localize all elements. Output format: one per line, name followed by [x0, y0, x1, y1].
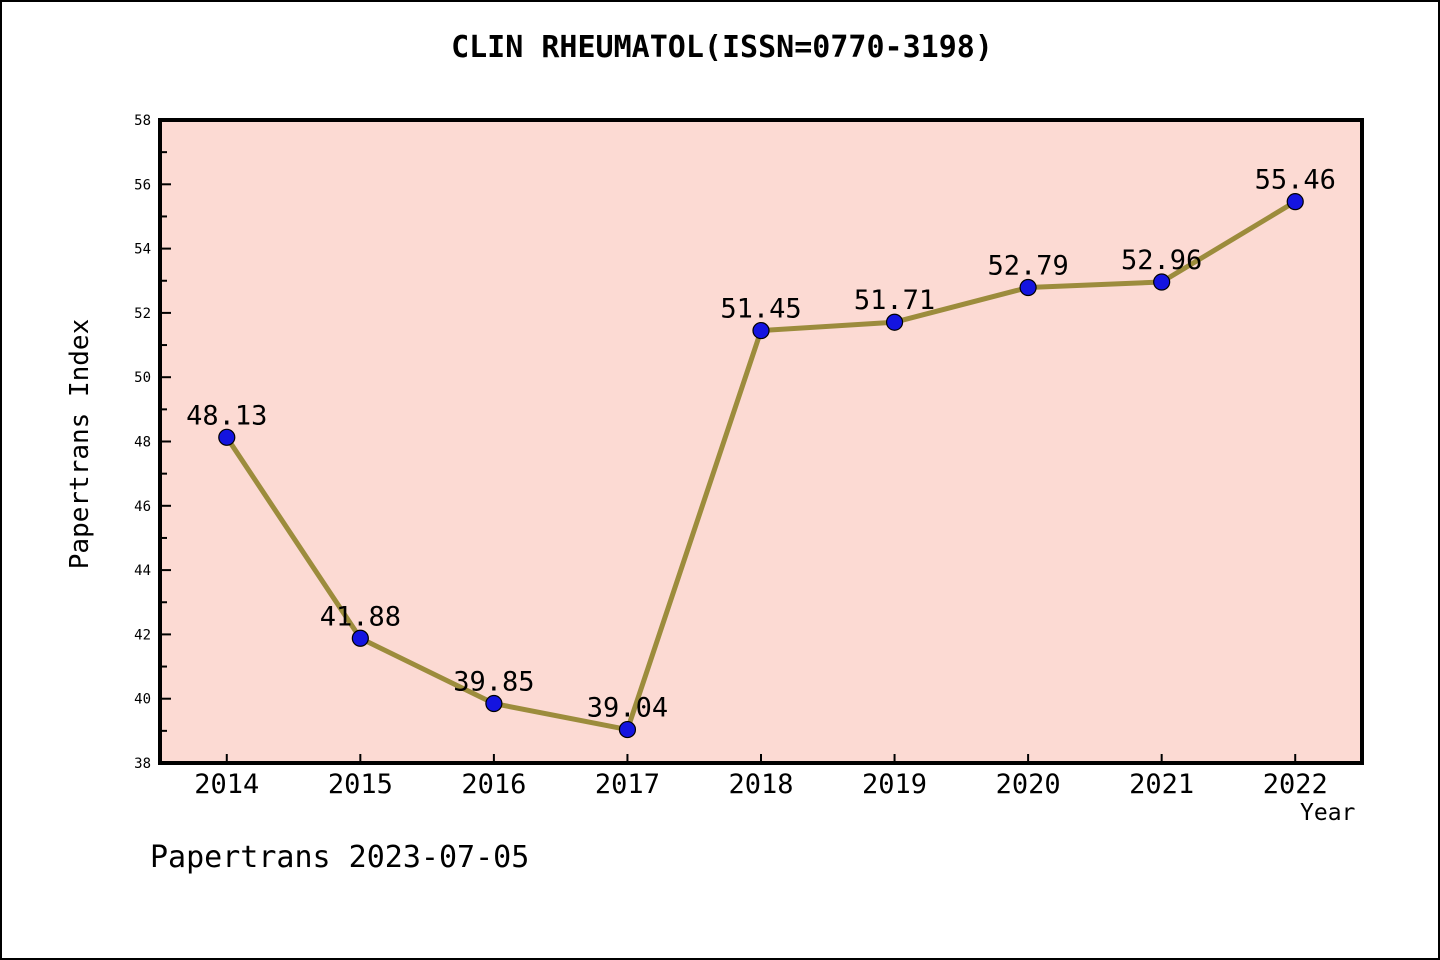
data-point-marker — [752, 321, 770, 340]
x-axis-label: Year — [1300, 800, 1356, 826]
x-tick-label: 2017 — [595, 769, 660, 800]
axes-frame — [158, 118, 1364, 765]
data-point-marker — [1286, 193, 1304, 211]
data-point-marker — [485, 694, 503, 713]
y-tick-label: 58 — [134, 113, 151, 129]
y-tick-label: 38 — [134, 756, 151, 772]
data-point-label: 39.04 — [587, 693, 668, 724]
data-point-marker — [351, 629, 369, 647]
data-point-marker — [218, 428, 236, 446]
data-point-marker — [885, 313, 904, 331]
x-tick-label: 2015 — [328, 769, 393, 800]
plot-background — [160, 120, 1362, 763]
x-tick-label: 2016 — [461, 769, 526, 800]
y-tick-label: 50 — [134, 370, 151, 386]
x-tick-label: 2021 — [1129, 769, 1194, 800]
data-point-label: 55.46 — [1255, 165, 1336, 196]
x-tick-label: 2022 — [1263, 769, 1328, 800]
data-point-label: 52.79 — [987, 251, 1068, 282]
data-point-label: 41.88 — [320, 601, 401, 632]
data-point-label: 39.85 — [453, 667, 534, 698]
watermark-text: Papertrans 2023-07-05 — [150, 840, 530, 875]
data-point-marker — [1019, 278, 1037, 297]
data-point-marker — [1153, 273, 1171, 291]
data-point-label: 52.96 — [1121, 245, 1202, 276]
y-tick-label: 56 — [134, 177, 151, 193]
x-tick-label: 2014 — [194, 769, 259, 800]
x-tick-label: 2019 — [862, 769, 927, 800]
data-point-label: 48.13 — [186, 400, 267, 431]
x-tick-label: 2020 — [996, 769, 1061, 800]
y-tick-label: 44 — [134, 563, 151, 579]
y-tick-label: 46 — [134, 499, 151, 515]
y-tick-label: 42 — [134, 627, 151, 643]
data-point-label: 51.71 — [854, 285, 935, 316]
data-point-label: 51.45 — [720, 294, 801, 325]
chart-title: CLIN RHEUMATOL(ISSN=0770-3198) — [451, 30, 993, 65]
data-point-marker — [618, 720, 637, 739]
y-tick-label: 48 — [134, 435, 151, 451]
y-tick-label: 54 — [134, 242, 151, 258]
y-tick-label: 52 — [134, 306, 151, 322]
x-tick-label: 2018 — [728, 769, 793, 800]
y-tick-label: 40 — [134, 692, 151, 708]
